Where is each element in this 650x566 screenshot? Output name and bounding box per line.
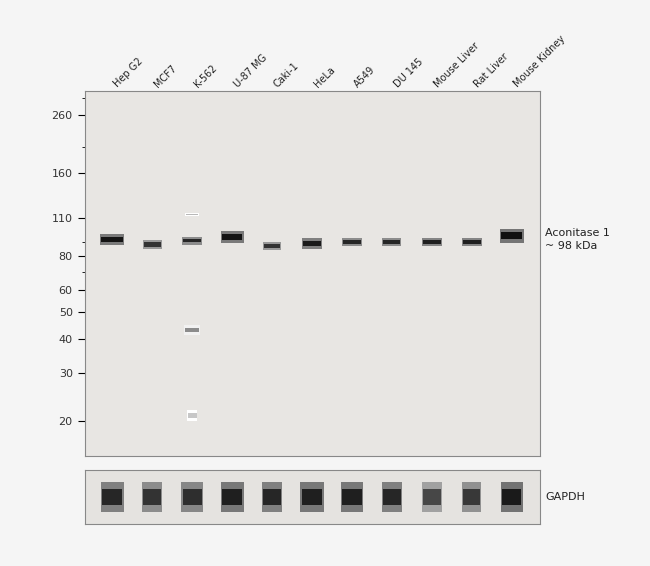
Text: Mouse Liver: Mouse Liver <box>432 41 480 89</box>
Bar <box>181 482 203 512</box>
Text: HeLa: HeLa <box>312 65 337 89</box>
Bar <box>264 244 280 248</box>
Bar <box>383 488 401 505</box>
Bar <box>142 240 162 250</box>
Bar <box>186 214 198 216</box>
Bar <box>222 488 242 505</box>
Bar <box>422 482 442 512</box>
Bar <box>501 482 523 512</box>
Text: K-562: K-562 <box>192 63 218 89</box>
Bar <box>300 482 324 512</box>
Bar <box>501 233 523 239</box>
Bar <box>302 238 322 248</box>
Bar <box>382 238 402 246</box>
Bar <box>343 240 361 244</box>
Text: DU 145: DU 145 <box>392 57 424 89</box>
Bar <box>101 237 124 242</box>
Bar <box>303 241 321 246</box>
Bar <box>423 488 441 505</box>
Bar <box>220 482 244 512</box>
Bar <box>384 240 400 244</box>
Bar <box>222 234 242 239</box>
Bar <box>184 325 200 335</box>
Bar <box>462 238 482 246</box>
Text: GAPDH: GAPDH <box>545 492 585 501</box>
Text: MCF7: MCF7 <box>152 63 178 89</box>
Text: Aconitase 1
~ 98 kDa: Aconitase 1 ~ 98 kDa <box>545 228 610 251</box>
Bar <box>422 238 442 246</box>
Bar <box>100 234 124 245</box>
Bar <box>102 488 122 505</box>
Bar <box>463 488 480 505</box>
Bar <box>262 482 282 512</box>
Bar <box>142 482 162 512</box>
Bar <box>143 488 161 505</box>
Bar <box>341 482 363 512</box>
Bar <box>423 240 441 244</box>
Text: Hep G2: Hep G2 <box>112 57 145 89</box>
Bar <box>101 482 124 512</box>
Bar <box>185 328 200 332</box>
Bar <box>263 242 281 250</box>
Text: A549: A549 <box>352 65 377 89</box>
Bar <box>463 240 481 244</box>
Bar <box>187 410 197 421</box>
Bar <box>144 242 161 247</box>
Bar <box>263 488 281 505</box>
Bar <box>188 413 196 418</box>
Bar <box>382 482 402 512</box>
Bar <box>182 237 202 245</box>
Text: Rat Liver: Rat Liver <box>472 52 510 89</box>
Bar <box>462 482 482 512</box>
Bar <box>342 238 362 246</box>
Bar <box>502 488 521 505</box>
Bar <box>220 230 244 243</box>
Bar <box>343 488 361 505</box>
Bar <box>183 488 202 505</box>
Bar <box>185 213 199 216</box>
Bar <box>500 229 524 243</box>
Text: Caki-1: Caki-1 <box>272 61 301 89</box>
Text: U-87 MG: U-87 MG <box>232 53 269 89</box>
Text: Mouse Kidney: Mouse Kidney <box>512 34 567 89</box>
Bar <box>302 488 322 505</box>
Bar <box>183 239 201 242</box>
